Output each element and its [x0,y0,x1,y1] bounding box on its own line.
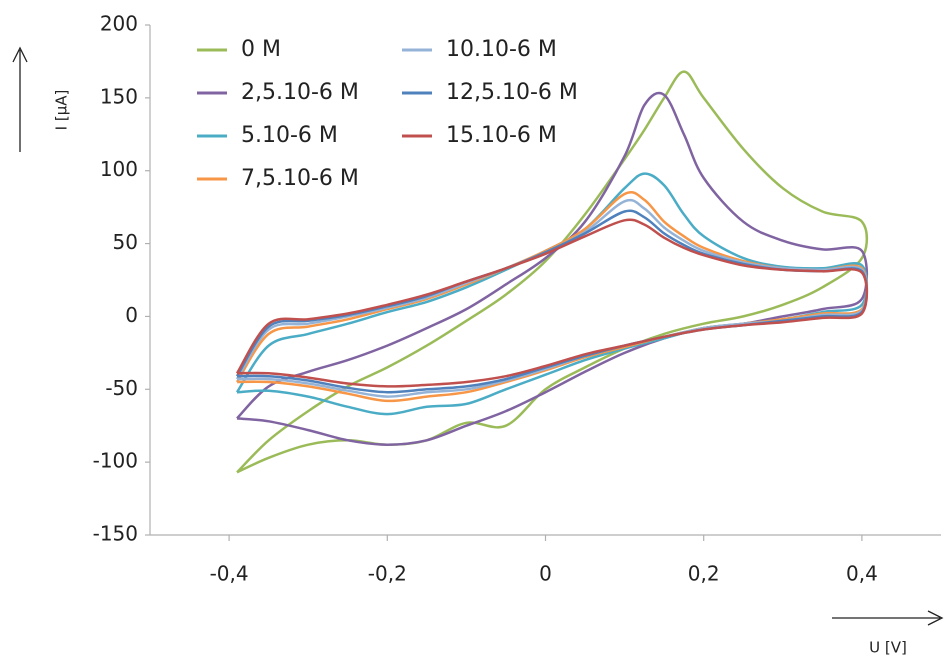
y-tick-label: 100 [100,157,138,181]
x-tick-label: 0,4 [846,562,878,586]
series-line [235,218,869,388]
y-tick-label: 0 [125,303,138,327]
y-tick-label: 50 [113,230,138,254]
y-tick-label: -100 [93,449,138,473]
x-arrow [832,610,944,626]
series-line [236,91,869,446]
legend-label: 7,5.10-6 M [241,166,359,191]
series-line [235,172,869,416]
series-line [236,70,869,474]
legend-label: 10.10-6 M [446,37,557,62]
x-tick-label: -0,4 [210,562,249,586]
y-axis-title: I [μA] [53,90,71,131]
x-tick-label: 0 [539,562,552,586]
y-arrow [12,46,28,152]
x-tick-label: 0,2 [688,562,720,586]
legend-label: 15.10-6 M [446,123,557,148]
series-line [235,198,869,398]
y-tick-label: -150 [93,522,138,546]
y-tick-label: 150 [100,84,138,108]
legend-label: 12,5.10-6 M [446,80,578,105]
series-line [235,190,869,403]
y-tick-label: -50 [105,376,138,400]
y-tick-label: 200 [100,12,138,36]
legend-label: 2,5.10-6 M [241,80,359,105]
x-axis-title: U [V] [869,639,907,657]
legend-label: 5.10-6 M [241,123,338,148]
x-tick-label: -0,2 [368,562,407,586]
legend-label: 0 M [241,37,281,62]
